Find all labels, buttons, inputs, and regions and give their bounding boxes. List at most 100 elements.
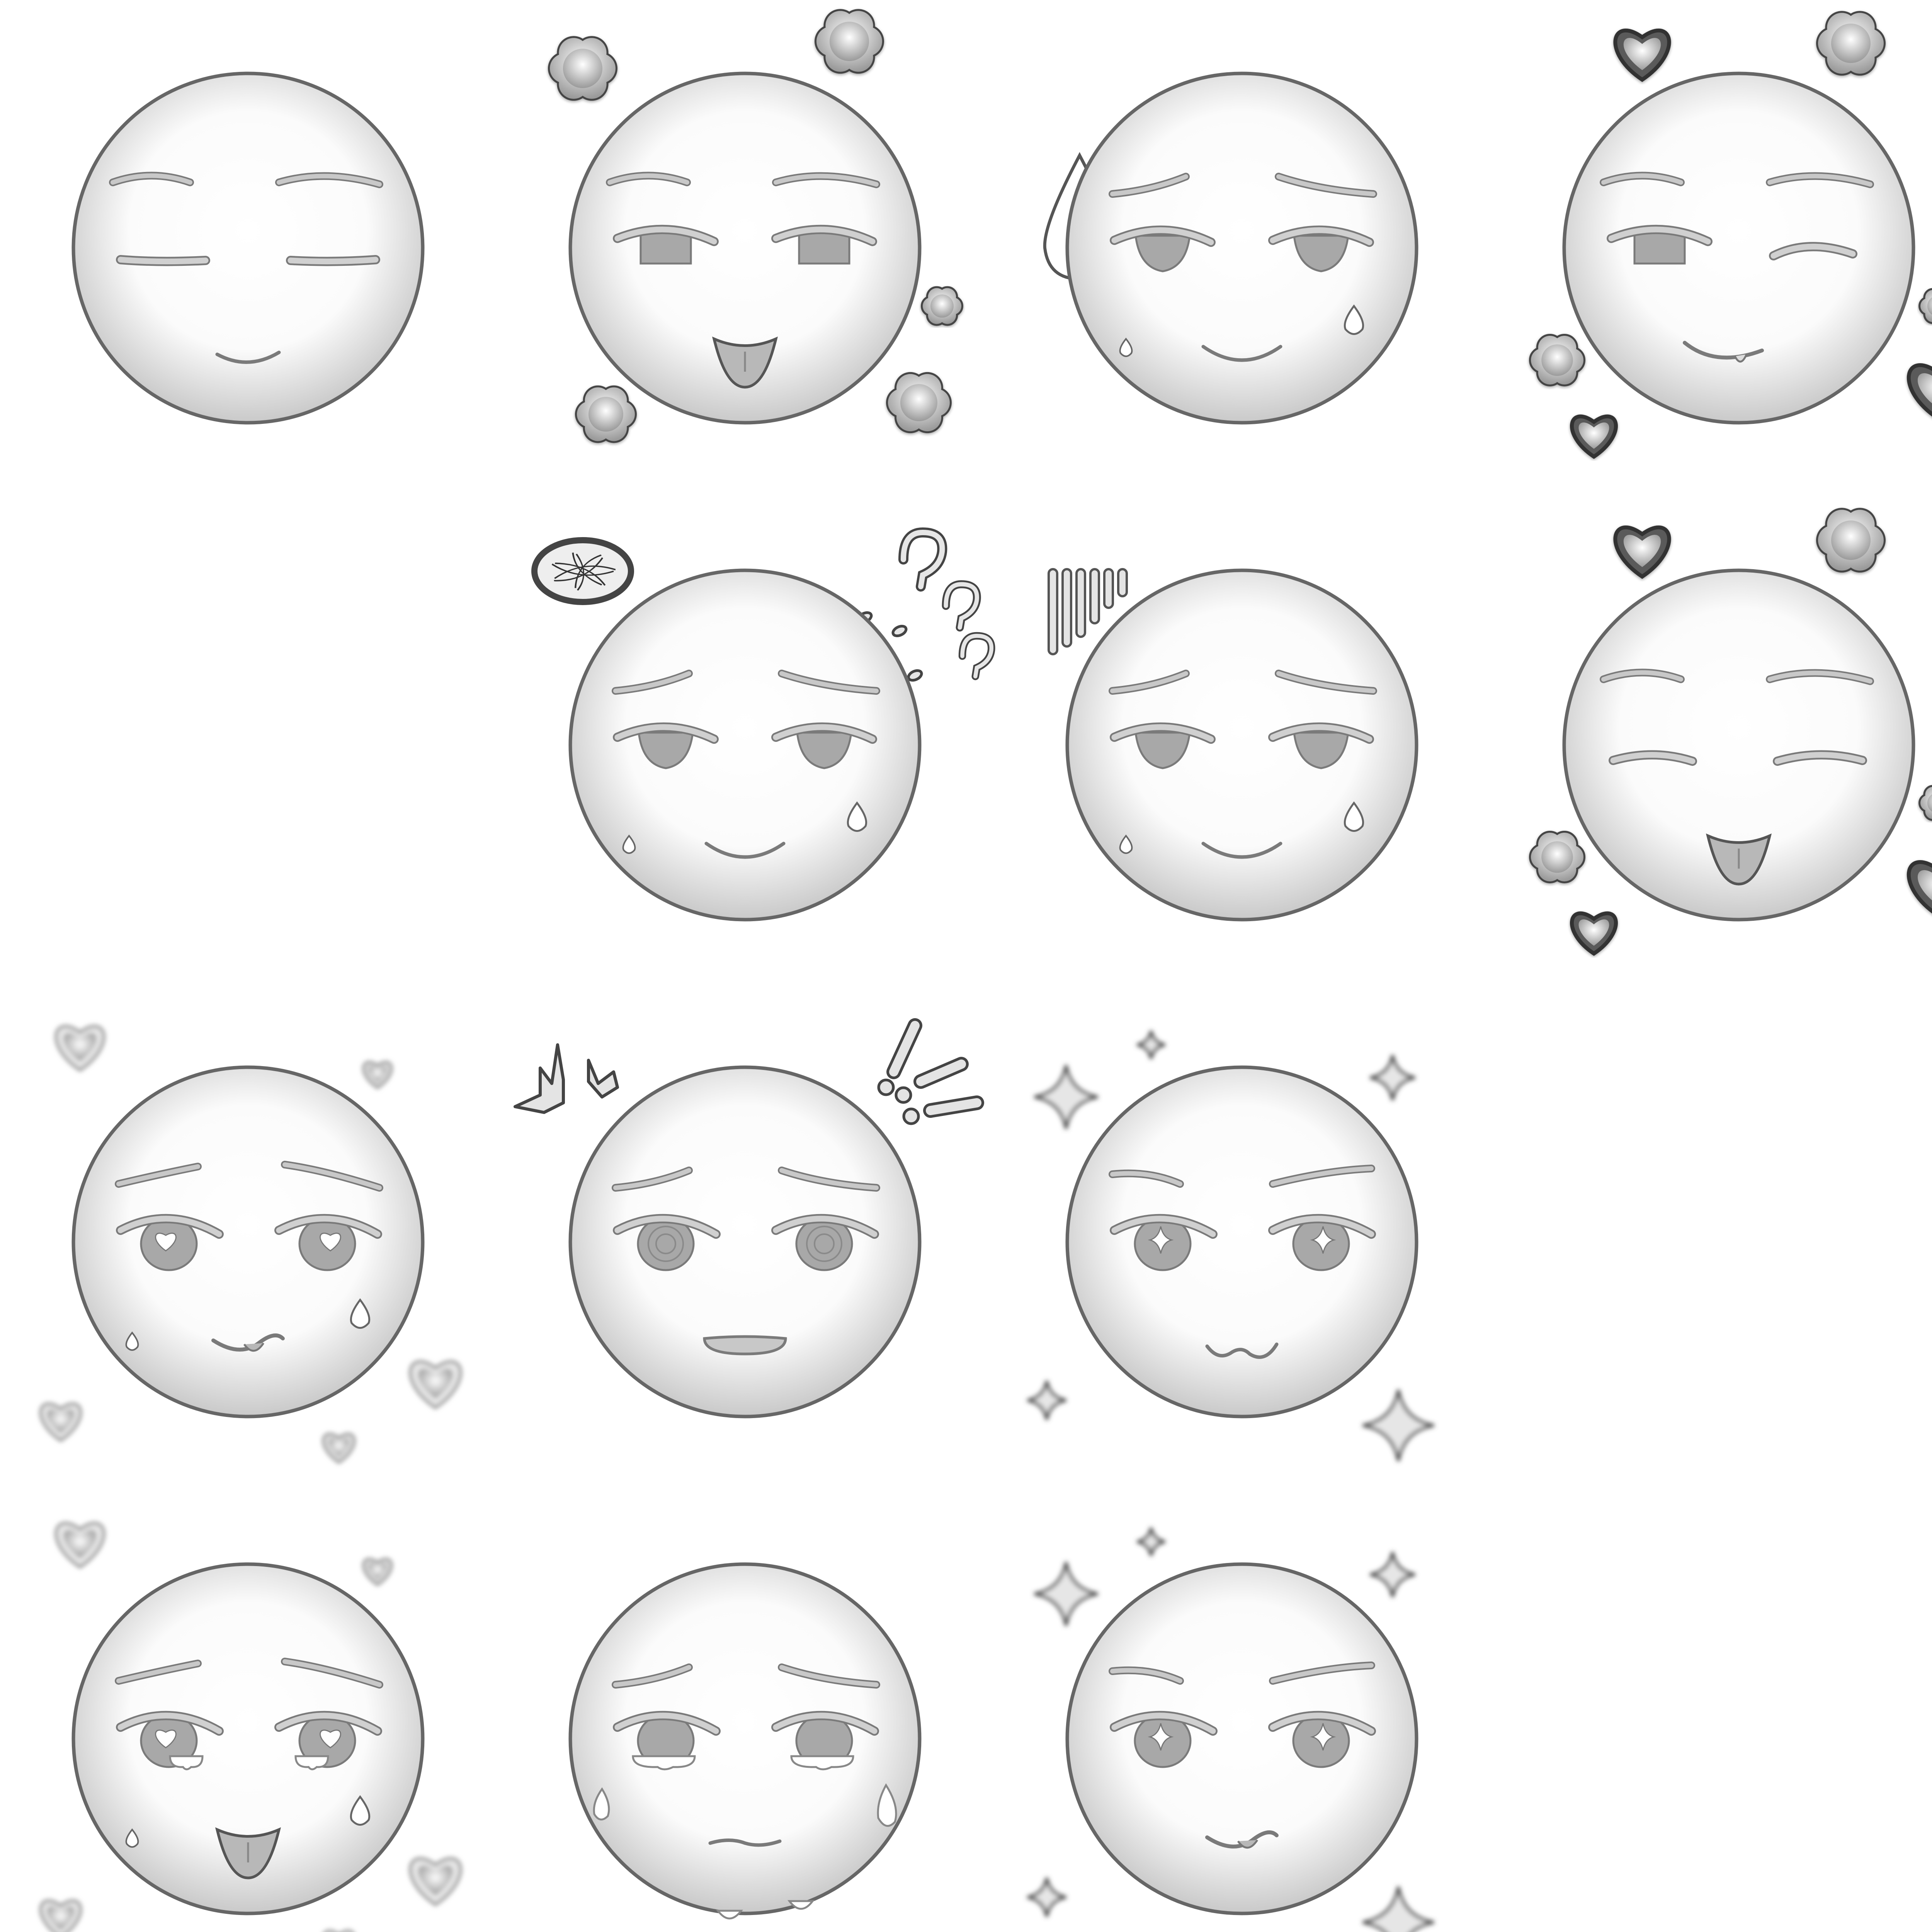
sweat-drop-icon — [1119, 834, 1133, 854]
swirl-pupil-icon — [648, 1226, 684, 1262]
sweat-drop-icon — [125, 1331, 139, 1351]
mouth — [708, 1838, 782, 1847]
question-marks-icon — [857, 527, 995, 682]
emoji-face-wink — [1562, 71, 1915, 425]
sweat-drop-icon — [622, 834, 636, 854]
drip-drop-icon — [716, 1910, 743, 1920]
soft-heart-icon — [39, 1402, 82, 1442]
face-circle — [568, 1562, 922, 1915]
star-pupil-icon — [1310, 1226, 1336, 1254]
sparkle-icon — [1362, 1389, 1434, 1461]
tongue-icon — [243, 1342, 265, 1352]
heart-icon — [1613, 28, 1671, 82]
emoji-face-teary — [568, 1562, 922, 1920]
face-circle — [568, 71, 922, 425]
puff-cloud-icon — [1529, 334, 1586, 386]
mouth — [1201, 345, 1282, 362]
eye-iris — [798, 231, 850, 265]
soft-heart-icon — [362, 1558, 393, 1587]
eye-iris — [1134, 235, 1191, 272]
eye-iris — [638, 731, 694, 769]
mouth — [1205, 1342, 1279, 1359]
face-circle — [1562, 568, 1915, 922]
soft-heart-icon — [54, 1025, 105, 1072]
swirl-pupil-icon — [806, 1226, 842, 1262]
heart-icon — [1613, 525, 1671, 579]
tear-icon — [632, 1755, 696, 1770]
gloom-lines-icon — [1048, 568, 1128, 655]
emoji-face-lovestruck-tears — [71, 1562, 425, 1915]
sweat-drop-icon — [1344, 304, 1364, 335]
emoji-face-gloomy — [1065, 568, 1418, 922]
star-pupil-icon — [1148, 1226, 1174, 1254]
sparkle-icon — [1370, 1055, 1415, 1100]
star-pupil-icon — [1310, 1723, 1336, 1751]
sparkle-icon — [1137, 1031, 1165, 1059]
heart-pupil-icon — [320, 1730, 341, 1748]
heart-icon — [1570, 414, 1618, 459]
sweat-drop-icon — [350, 1298, 371, 1329]
eye-iris — [1293, 235, 1349, 272]
sparkle-icon — [1034, 1562, 1098, 1626]
soft-heart-icon — [324, 1929, 354, 1932]
puff-cloud-icon — [575, 385, 637, 443]
tear-icon — [169, 1755, 204, 1770]
face-circle — [1065, 1065, 1418, 1418]
mouth — [704, 842, 786, 859]
shock-burst-icon — [514, 1043, 619, 1114]
tear-icon — [294, 1755, 329, 1770]
sweat-drop-icon — [1119, 337, 1133, 357]
emoji-face-sparkle-smirk — [1065, 1562, 1418, 1915]
mouth — [1201, 842, 1282, 859]
emoji-face-serene — [71, 71, 425, 425]
scribble-icon — [531, 537, 634, 605]
sparkle-icon — [1137, 1527, 1165, 1556]
sparkle-icon — [1027, 1878, 1066, 1917]
sparkle-icon — [1370, 1552, 1415, 1597]
tear-icon — [790, 1755, 854, 1770]
soft-heart-icon — [322, 1432, 356, 1464]
sweat-drop-icon — [877, 1783, 897, 1827]
sparkle-icon — [1027, 1381, 1066, 1420]
heart-icon — [1906, 860, 1932, 913]
eye-iris — [1633, 231, 1686, 265]
face-circle — [1562, 71, 1915, 425]
sweat-drop-icon — [350, 1795, 371, 1826]
eye-iris — [796, 731, 852, 769]
puff-cloud-icon — [814, 9, 884, 74]
mouth — [215, 350, 281, 364]
heart-pupil-icon — [155, 1233, 177, 1252]
sparkle-icon — [1362, 1886, 1434, 1932]
puff-cloud-icon — [1816, 508, 1886, 573]
mouth — [703, 1335, 787, 1355]
heart-icon — [1906, 363, 1932, 417]
face-circle — [1065, 71, 1418, 425]
emoji-face-lovestruck — [71, 1065, 425, 1418]
puff-cloud-icon — [548, 36, 618, 101]
puff-cloud-icon — [920, 286, 964, 326]
sweat-drop-icon — [847, 801, 867, 832]
eye-iris — [639, 231, 692, 265]
face-circle — [1065, 1562, 1418, 1915]
drip-drop-icon — [787, 1900, 815, 1910]
heart-pupil-icon — [155, 1730, 177, 1748]
sweat-drop-icon — [1344, 801, 1364, 832]
emoji-face-surprised — [568, 1065, 922, 1418]
sparkle-icon — [1034, 1065, 1098, 1129]
sweat-drop-icon — [593, 1787, 610, 1821]
face-circle — [71, 1065, 425, 1418]
puff-cloud-icon — [886, 372, 952, 434]
face-circle — [568, 1065, 922, 1418]
soft-heart-icon — [409, 1857, 462, 1906]
heart-icon — [1570, 911, 1618, 956]
eye-iris — [1293, 731, 1349, 769]
soft-heart-icon — [39, 1899, 82, 1932]
face-circle — [71, 1562, 425, 1915]
star-pupil-icon — [1148, 1723, 1174, 1751]
emoji-face-confused — [568, 568, 922, 922]
face-circle — [1065, 568, 1418, 922]
puff-cloud-icon — [1918, 785, 1932, 821]
face-circle — [568, 568, 922, 922]
emoji-face-playful — [568, 71, 922, 425]
tongue-icon — [1237, 1839, 1259, 1849]
